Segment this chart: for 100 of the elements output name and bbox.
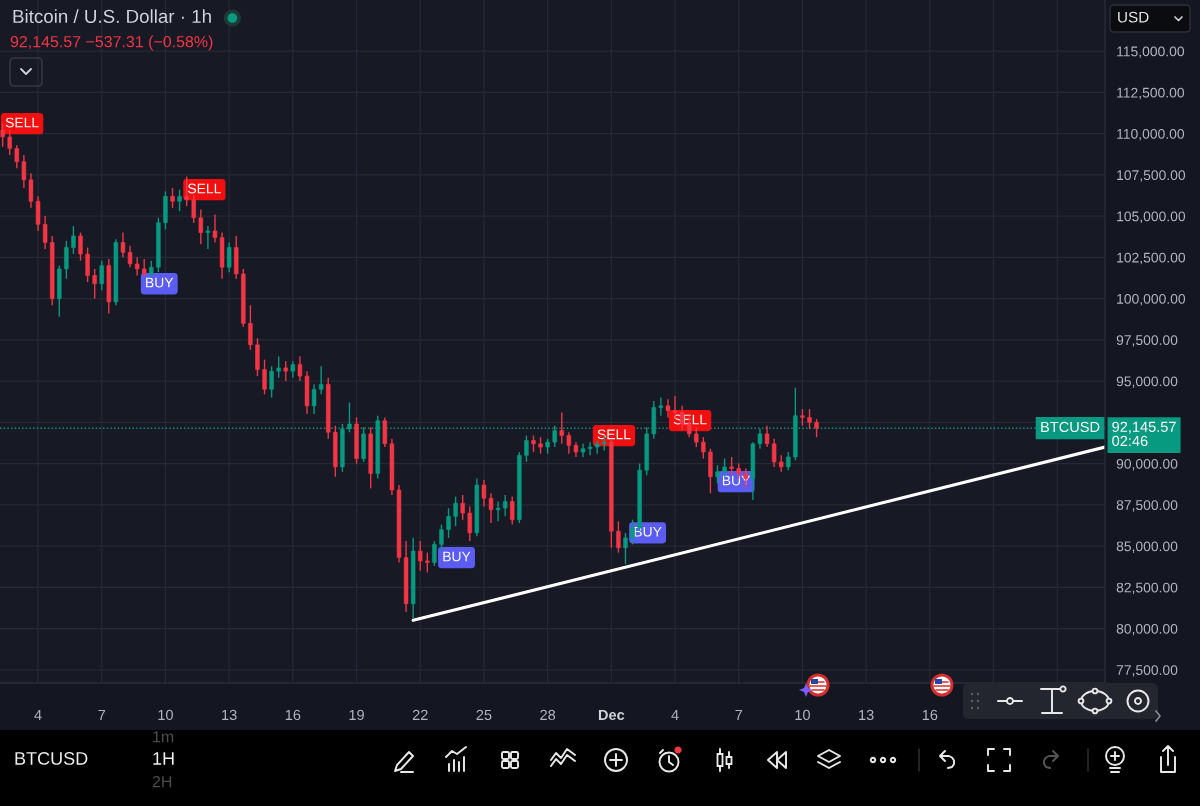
chart-title: Bitcoin / U.S. Dollar · 1h — [13, 9, 211, 24]
y-tick-label: 85,000.00 — [1116, 541, 1178, 553]
candlestick — [248, 304, 253, 351]
candlestick — [205, 225, 211, 250]
y-tick-label: 115,000.00 — [1117, 46, 1185, 58]
candlestick — [453, 495, 458, 527]
candlestick — [311, 383, 317, 415]
x-tick-label: 25 — [476, 709, 492, 721]
x-tick-label: 22 — [412, 709, 428, 720]
annotation: BUY — [634, 526, 662, 537]
candlestick — [771, 438, 777, 468]
candlestick — [559, 411, 565, 445]
candlestick — [587, 441, 593, 457]
y-tick-label: 97,500.00 — [1116, 335, 1178, 347]
x-tick-label: 7 — [98, 709, 106, 720]
annotation: SELL — [5, 117, 39, 128]
candlestick — [262, 358, 267, 395]
candlestick — [807, 408, 812, 430]
candlestick — [594, 439, 600, 455]
x-tick-label: 13 — [222, 709, 237, 721]
candlestick — [92, 268, 97, 300]
x-tick-label: 28 — [540, 709, 556, 721]
candlestick — [14, 144, 20, 169]
candlestick — [42, 215, 48, 250]
candlestick — [318, 365, 324, 395]
candlestick — [425, 551, 430, 574]
candlestick — [495, 500, 501, 523]
candlestick — [21, 154, 27, 189]
y-tick-label: 100,000.00 — [1117, 293, 1186, 306]
candlestick — [502, 494, 508, 518]
text: BTCUSD — [15, 752, 88, 765]
candlestick — [630, 518, 635, 546]
candlestick — [269, 365, 274, 399]
candlestick — [71, 225, 76, 255]
y-tick-label: 77,500.00 — [1116, 665, 1178, 677]
ref-line-label: BTCUSD — [1041, 421, 1100, 433]
candlestick — [786, 451, 791, 471]
candlestick — [701, 436, 706, 460]
candlestick — [814, 418, 819, 438]
annotation: SELL — [597, 429, 631, 440]
candlestick — [78, 231, 83, 262]
y-tick-label: 105,000.00 — [1117, 211, 1186, 223]
candlestick — [566, 431, 572, 455]
x-tick-label: 4 — [34, 709, 42, 720]
candlestick — [616, 520, 621, 554]
x-tick-label: Dec — [598, 709, 625, 721]
candlestick — [170, 187, 175, 209]
candlestick — [764, 424, 770, 448]
y-tick-label: 80,000.00 — [1116, 623, 1178, 636]
text: 1m — [153, 731, 174, 743]
y-tick-label: 102,500.00 — [1117, 252, 1186, 265]
candlestick — [623, 532, 628, 565]
candlestick — [226, 241, 232, 273]
candlestick — [446, 507, 451, 539]
x-tick-label: 16 — [285, 709, 301, 721]
y-tick-label: 110,000.00 — [1117, 128, 1185, 141]
candlestick — [198, 208, 204, 245]
y-tick-label: 95,000.00 — [1116, 376, 1178, 388]
candlestick — [418, 540, 423, 572]
x-tick-label: 4 — [671, 709, 679, 720]
candlestick — [0, 123, 5, 148]
annotation: BUY — [146, 277, 174, 288]
candlestick — [85, 246, 90, 283]
candlestick — [134, 256, 140, 277]
candlestick — [460, 494, 465, 521]
candlestick — [432, 540, 437, 567]
text: 92,145.57 — [1112, 421, 1176, 434]
x-tick-label: 10 — [158, 709, 173, 721]
text: 2H — [152, 775, 172, 788]
x-tick-label: 16 — [922, 709, 938, 721]
candlestick — [729, 456, 734, 476]
candlestick — [694, 426, 699, 448]
x-tick-label: 10 — [795, 709, 810, 721]
y-tick-label: 82,500.00 — [1116, 582, 1178, 595]
text: 02:46 — [1112, 435, 1148, 447]
y-tick-label: 107,500.00 — [1117, 170, 1186, 182]
candlestick — [439, 523, 444, 551]
candlestick — [177, 189, 182, 212]
y-tick-label: 112,500.00 — [1117, 87, 1185, 100]
annotation: SELL — [188, 183, 221, 194]
text: 1H — [153, 752, 174, 765]
y-tick-label: 87,500.00 — [1116, 500, 1178, 512]
candlestick — [658, 396, 664, 417]
candlestick — [276, 355, 281, 379]
candlestick — [191, 193, 196, 224]
candlestick — [64, 240, 69, 280]
candlestick — [99, 259, 104, 292]
candlestick — [510, 495, 515, 526]
x-tick-label: 7 — [735, 709, 743, 720]
candlestick — [467, 505, 473, 542]
candlestick — [184, 175, 189, 207]
candlestick — [283, 360, 288, 382]
y-tick-label: 90,000.00 — [1116, 458, 1178, 471]
text: USD — [1118, 11, 1149, 23]
text: 92,145.57 −537.31 (−0.58%) — [10, 35, 213, 51]
x-tick-label: 19 — [349, 709, 364, 721]
x-tick-label: 13 — [859, 709, 874, 721]
candlestick — [382, 416, 388, 448]
annotation: BUY — [443, 551, 471, 562]
candlestick — [715, 464, 720, 485]
